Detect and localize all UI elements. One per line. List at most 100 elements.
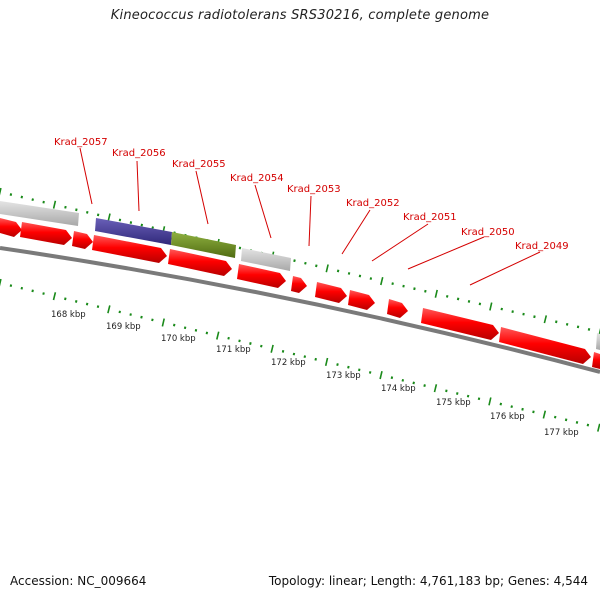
minor-tick — [303, 355, 307, 359]
minor-tick — [533, 315, 536, 319]
minor-tick — [500, 307, 503, 311]
major-tick — [325, 264, 329, 273]
cds-arrow[interactable] — [387, 299, 408, 318]
major-tick — [52, 292, 57, 301]
minor-tick — [205, 331, 209, 335]
minor-tick — [281, 349, 285, 353]
kbp-label: 175 kbp — [436, 398, 471, 408]
gene-label-krad-2056[interactable]: Krad_2056 — [112, 148, 166, 212]
minor-tick — [336, 269, 340, 273]
gene-label-krad-2053[interactable]: Krad_2053 — [287, 184, 341, 247]
minor-tick — [445, 294, 449, 298]
minor-tick — [358, 274, 362, 278]
minor-tick — [499, 402, 503, 406]
kbp-label: 170 kbp — [161, 334, 196, 344]
cds-arrow[interactable] — [20, 222, 72, 245]
gene-label-text: Krad_2052 — [346, 198, 400, 209]
minor-tick — [522, 312, 525, 316]
major-tick — [0, 278, 2, 287]
gene-block-gray[interactable] — [0, 201, 79, 226]
minor-tick — [564, 418, 568, 422]
cds-arrow[interactable] — [168, 249, 232, 276]
cds-arrow[interactable] — [499, 327, 591, 364]
gene-label-krad-2051[interactable]: Krad_2051 — [371, 212, 457, 262]
minor-tick — [304, 261, 307, 265]
gene-label-krad-2052[interactable]: Krad_2052 — [341, 198, 400, 255]
minor-tick — [64, 205, 67, 209]
minor-tick — [368, 371, 372, 374]
major-tick — [542, 410, 547, 419]
minor-tick — [586, 423, 590, 427]
minor-tick — [358, 368, 361, 372]
major-tick — [0, 187, 2, 196]
gene-block-purple[interactable] — [95, 218, 172, 245]
minor-tick — [238, 246, 242, 250]
gene-label-text: Krad_2056 — [112, 148, 166, 159]
major-tick — [107, 213, 111, 222]
cds-arrow[interactable] — [315, 282, 347, 303]
minor-tick — [315, 264, 318, 268]
cds-arrow[interactable] — [92, 235, 167, 263]
major-tick — [488, 397, 492, 406]
major-tick — [270, 344, 274, 353]
kbp-label: 171 kbp — [216, 345, 251, 355]
major-tick — [379, 371, 383, 380]
gene-label-krad-2055[interactable]: Krad_2055 — [172, 159, 226, 225]
minor-tick — [511, 310, 514, 314]
minor-tick — [129, 313, 132, 316]
minor-tick — [194, 328, 198, 332]
kbp-label: 174 kbp — [381, 384, 416, 394]
gene-label-text: Krad_2049 — [515, 241, 569, 252]
gene-block-gray[interactable] — [241, 248, 291, 271]
cds-arrow[interactable] — [0, 218, 22, 237]
minor-tick — [85, 302, 89, 306]
cds-arrow[interactable] — [72, 231, 93, 249]
minor-tick — [75, 208, 78, 212]
minor-tick — [478, 302, 482, 306]
minor-tick — [96, 305, 100, 309]
minor-tick — [467, 300, 471, 303]
minor-tick — [553, 415, 557, 419]
gene-label-text: Krad_2051 — [403, 212, 457, 223]
minor-tick — [576, 325, 580, 329]
major-tick — [216, 331, 220, 340]
major-tick — [52, 200, 57, 209]
minor-tick — [9, 284, 13, 288]
minor-tick — [238, 339, 241, 343]
minor-tick — [347, 365, 350, 369]
gene-label-krad-2054[interactable]: Krad_2054 — [230, 173, 284, 239]
minor-tick — [510, 405, 513, 409]
minor-tick — [42, 200, 45, 204]
minor-tick — [390, 376, 394, 380]
minor-tick — [151, 318, 154, 322]
minor-tick — [64, 297, 67, 301]
gene-label-krad-2049[interactable]: Krad_2049 — [469, 241, 569, 286]
minor-tick — [20, 195, 24, 199]
kbp-label: 172 kbp — [271, 358, 306, 368]
gene-block-gray[interactable] — [596, 333, 600, 350]
gene-block-olive[interactable] — [171, 232, 236, 258]
minor-tick — [96, 213, 100, 217]
accession-text: Accession: NC_009664 — [10, 574, 147, 588]
minor-tick — [293, 259, 296, 263]
cds-arrow[interactable] — [237, 264, 286, 288]
gene-label-krad-2057[interactable]: Krad_2057 — [54, 137, 108, 205]
minor-tick — [532, 410, 535, 414]
gene-label-text: Krad_2054 — [230, 173, 284, 184]
minor-tick — [249, 342, 252, 345]
cds-arrow[interactable] — [348, 290, 375, 310]
inner-tick-track — [0, 278, 600, 432]
map-title: Kineococcus radiotolerans SRS30216, comp… — [110, 8, 490, 23]
gene-label-text: Krad_2050 — [461, 227, 515, 238]
kbp-label: 177 kbp — [544, 428, 579, 438]
cds-arrow[interactable] — [291, 276, 307, 293]
minor-tick — [391, 282, 394, 286]
cds-arrow[interactable] — [421, 308, 499, 340]
gene-label-krad-2050[interactable]: Krad_2050 — [407, 227, 515, 270]
major-tick — [543, 315, 548, 324]
gene-label-text: Krad_2055 — [172, 159, 226, 170]
minor-tick — [31, 198, 34, 202]
cds-arrow[interactable] — [592, 352, 600, 369]
major-tick — [161, 318, 165, 327]
